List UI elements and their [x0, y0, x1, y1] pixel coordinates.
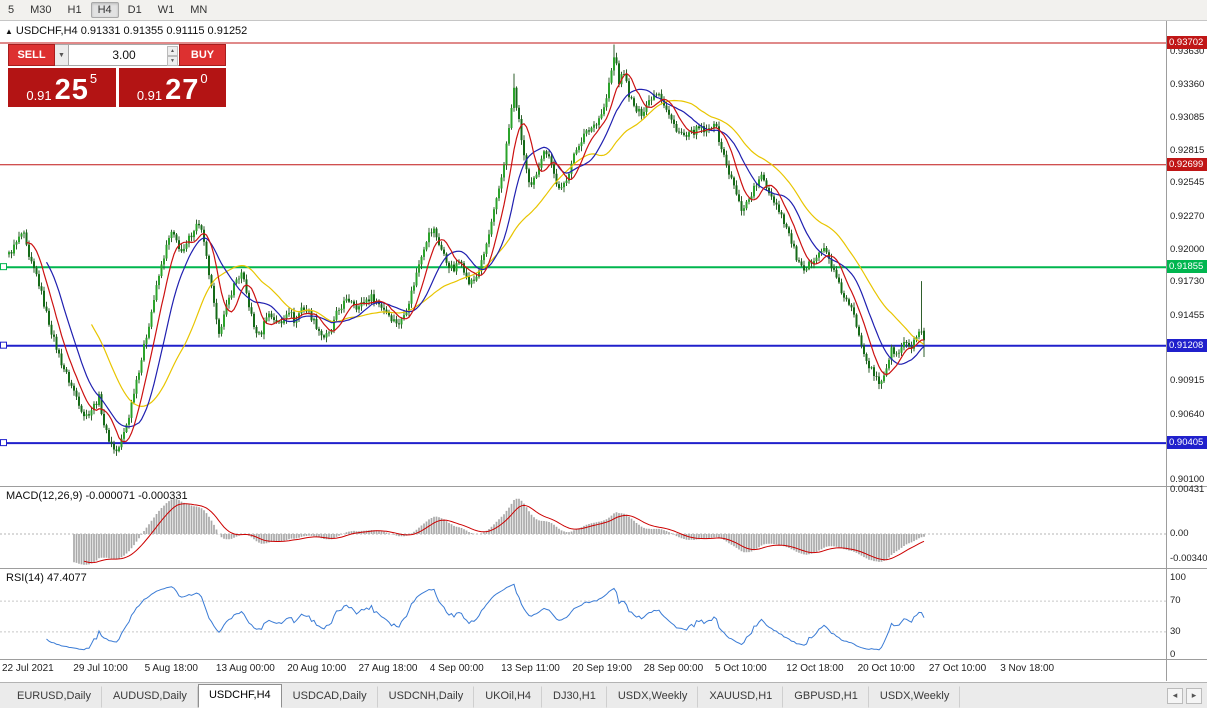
rsi-scale-70: 70	[1170, 595, 1181, 607]
price-scale-tick-0.90100: 0.90100	[1170, 474, 1205, 486]
time-axis-tick-2: 5 Aug 18:00	[144, 663, 198, 674]
rsi-indicator-label: RSI(14) 47.4077	[6, 572, 87, 584]
time-axis-tick-5: 27 Aug 18:00	[358, 663, 418, 674]
chart-ohlc-text: USDCHF,H4 0.91331 0.91355 0.91115 0.9125…	[15, 25, 248, 37]
timeframe-button-w1[interactable]: W1	[157, 4, 175, 16]
chart-tab-usdx-weekly[interactable]: USDX,Weekly	[869, 686, 961, 708]
timeframe-button-h1[interactable]: H1	[67, 4, 82, 16]
tab-scroll-right-icon[interactable]: ▸	[1186, 688, 1202, 704]
lot-increase-icon[interactable]: ▲	[167, 46, 178, 56]
time-axis-separator	[0, 659, 1207, 660]
chart-canvas[interactable]	[0, 21, 1166, 681]
chart-symbol-icon: ▲	[5, 27, 13, 36]
time-axis-tick-14: 3 Nov 18:00	[1000, 663, 1055, 674]
price-scale-tick-0.90640: 0.90640	[1170, 408, 1205, 420]
macd-panel-separator[interactable]	[0, 486, 1207, 487]
timeframe-button-mn[interactable]: MN	[190, 4, 208, 16]
time-axis-tick-8: 20 Sep 19:00	[572, 663, 632, 674]
candles-up	[8, 57, 920, 452]
chart-tab-audusd-daily[interactable]: AUDUSD,Daily	[102, 686, 198, 708]
candles-down	[10, 57, 925, 452]
rsi-panel-separator[interactable]	[0, 568, 1207, 569]
time-axis-tick-12: 20 Oct 10:00	[857, 663, 915, 674]
price-scale-tick-0.93630: 0.93630	[1170, 45, 1205, 57]
price-scale-tick-0.92000: 0.92000	[1170, 243, 1205, 255]
lot-decrease-icon[interactable]: ▼	[167, 56, 178, 66]
one-click-trading-panel: SELL ▼ 3.00 ▲ ▼ BUY 0.91 25 5 0.91 27 0	[8, 44, 226, 107]
price-tag-0.92699: 0.92699	[1167, 157, 1207, 171]
timeframe-button-5[interactable]: 5	[8, 4, 15, 16]
time-axis-tick-10: 5 Oct 10:00	[715, 663, 767, 674]
chart-tab-usdcnh-daily[interactable]: USDCNH,Daily	[378, 686, 475, 708]
chart-tab-usdchf-h4[interactable]: USDCHF,H4	[197, 684, 282, 708]
tab-scroll-left-icon[interactable]: ◂	[1167, 688, 1183, 704]
macd-scale-top: 0.00431	[1170, 484, 1205, 495]
time-axis-tick-7: 13 Sep 11:00	[501, 663, 560, 674]
price-scale-tick-0.92815: 0.92815	[1170, 144, 1205, 156]
timeframe-button-h4[interactable]: H4	[90, 2, 119, 18]
lot-dropdown-icon[interactable]: ▼	[55, 44, 69, 66]
price-scale-tick-0.93360: 0.93360	[1170, 78, 1205, 90]
time-axis-tick-3: 13 Aug 00:00	[215, 663, 275, 674]
buy-button[interactable]: BUY	[179, 44, 226, 66]
ma-slow-line	[90, 99, 925, 408]
hline-handle-0.91855[interactable]	[0, 263, 7, 271]
chart-tab-usdx-weekly[interactable]: USDX,Weekly	[607, 686, 699, 708]
time-axis-tick-0: 22 Jul 2021	[2, 663, 54, 674]
timeframe-toolbar: 5 M30 H1 H4 D1 W1 MN	[0, 0, 1207, 21]
hline-handle-0.90405[interactable]	[0, 439, 7, 447]
ma-mid-line	[45, 88, 925, 428]
sell-price-prefix: 0.91	[26, 88, 52, 103]
time-axis-tick-1: 29 Jul 10:00	[73, 663, 128, 674]
chart-tab-usdcad-daily[interactable]: USDCAD,Daily	[282, 686, 378, 708]
chart-tab-dj30-h1[interactable]: DJ30,H1	[542, 686, 607, 708]
macd-indicator-label: MACD(12,26,9) -0.000071 -0.000331	[6, 490, 188, 502]
time-axis-tick-11: 12 Oct 18:00	[786, 663, 844, 674]
timeframe-button-m30[interactable]: M30	[30, 4, 52, 16]
time-axis-tick-4: 20 Aug 10:00	[287, 663, 347, 674]
rsi-scale-0: 0	[1170, 649, 1176, 660]
price-scale-tick-0.91455: 0.91455	[1170, 309, 1205, 321]
price-tag-0.93702: 0.93702	[1167, 36, 1207, 49]
chart-tab-eurusd-daily[interactable]: EURUSD,Daily	[6, 686, 102, 708]
time-axis-tick-13: 27 Oct 10:00	[928, 663, 987, 674]
chart-ohlc-header: ▲ USDCHF,H4 0.91331 0.91355 0.91115 0.912…	[5, 25, 247, 37]
price-scale-separator	[1166, 21, 1167, 681]
timeframe-button-d1[interactable]: D1	[127, 4, 142, 16]
price-scale-tick-0.93085: 0.93085	[1170, 111, 1205, 123]
sell-price-display[interactable]: 0.91 25 5	[8, 68, 116, 107]
macd-scale-bottom: -0.00340	[1170, 553, 1207, 564]
macd-histogram	[73, 498, 925, 565]
price-tag-0.90405: 0.90405	[1167, 436, 1207, 450]
time-axis-tick-6: 4 Sep 00:00	[429, 663, 484, 674]
buy-price-prefix: 0.91	[136, 88, 163, 103]
hline-handle-0.91208[interactable]	[0, 341, 7, 349]
chart-tab-ukoil-h4[interactable]: UKOil,H4	[474, 686, 543, 708]
sell-button[interactable]: SELL	[8, 44, 55, 66]
price-scale-tick-0.92545: 0.92545	[1170, 177, 1205, 189]
rsi-scale-100: 100	[1170, 572, 1186, 583]
sell-price-pip: 5	[89, 71, 98, 86]
rsi-line	[46, 583, 925, 651]
ma-fast-line	[26, 72, 925, 443]
macd-scale-zero: 0.00	[1170, 528, 1189, 539]
price-tag-0.91208: 0.91208	[1167, 338, 1207, 352]
price-scale-tick-0.91730: 0.91730	[1170, 276, 1205, 288]
chart-tab-xauusd-h1[interactable]: XAUUSD,H1	[698, 686, 784, 708]
sell-price-main: 25	[54, 74, 89, 106]
price-tag-0.91855: 0.91855	[1167, 260, 1207, 274]
lot-size-input[interactable]: 3.00 ▲ ▼	[69, 44, 179, 66]
price-scale-tick-0.90915: 0.90915	[1170, 375, 1205, 387]
macd-signal-line	[83, 503, 925, 564]
lot-size-value: 3.00	[112, 48, 136, 62]
time-axis-tick-9: 28 Sep 00:00	[643, 663, 704, 674]
price-scale-tick-0.92270: 0.92270	[1170, 210, 1205, 222]
buy-price-display[interactable]: 0.91 27 0	[118, 68, 226, 107]
chart-tab-gbpusd-h1[interactable]: GBPUSD,H1	[783, 686, 869, 708]
rsi-scale-30: 30	[1170, 625, 1181, 637]
buy-price-main: 27	[165, 74, 200, 106]
chart-tab-bar: EURUSD,Daily AUDUSD,Daily USDCHF,H4 USDCAD,…	[0, 682, 1207, 708]
buy-price-pip: 0	[200, 71, 208, 86]
